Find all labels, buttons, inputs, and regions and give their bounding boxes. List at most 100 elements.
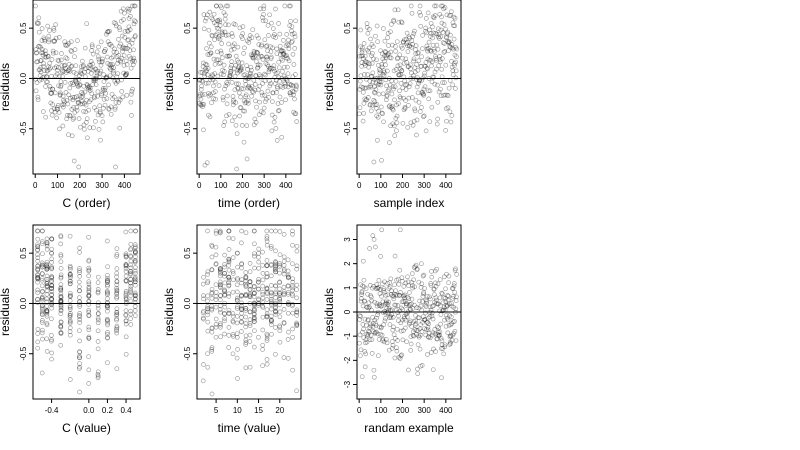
data-point: [67, 281, 73, 286]
data-point: [128, 253, 133, 259]
data-point: [77, 299, 83, 305]
data-point: [379, 303, 385, 309]
data-point: [230, 332, 236, 337]
data-point: [201, 362, 206, 367]
data-point: [233, 100, 239, 105]
data-point: [259, 90, 265, 95]
data-point: [363, 322, 369, 328]
data-point: [219, 55, 225, 61]
data-point: [228, 65, 234, 71]
data-point: [209, 307, 215, 313]
data-point: [283, 43, 289, 49]
data-point: [435, 301, 441, 307]
x-axis-label: sample index: [374, 196, 445, 210]
data-point: [33, 3, 38, 9]
data-point: [222, 262, 227, 267]
data-point: [75, 38, 80, 43]
data-point: [426, 330, 432, 336]
data-point: [380, 72, 386, 77]
data-point: [56, 110, 62, 115]
data-point: [226, 247, 232, 252]
data-point: [420, 273, 426, 279]
data-point: [364, 304, 369, 310]
data-point: [244, 99, 249, 105]
data-point: [260, 110, 266, 116]
data-point: [404, 60, 409, 65]
data-point: [121, 53, 127, 59]
data-point: [260, 249, 265, 255]
data-point: [261, 6, 267, 12]
data-point: [42, 37, 47, 42]
data-point: [123, 292, 129, 298]
data-point: [269, 112, 275, 118]
data-point: [75, 97, 81, 103]
data-point: [114, 253, 120, 259]
data-point: [78, 64, 84, 70]
data-point: [291, 109, 296, 115]
data-point: [247, 294, 253, 300]
data-point: [212, 62, 218, 67]
data-point: [400, 120, 406, 126]
data-point: [109, 64, 115, 70]
data-point: [132, 245, 138, 251]
data-point: [49, 333, 54, 338]
data-point: [419, 89, 425, 95]
data-point: [273, 228, 278, 234]
data-point: [72, 95, 78, 100]
data-point: [105, 29, 110, 35]
data-point: [396, 72, 402, 78]
data-point: [242, 45, 247, 51]
data-point: [86, 289, 92, 295]
data-point: [444, 92, 450, 98]
data-point: [60, 123, 66, 129]
data-point: [445, 39, 451, 44]
data-point: [207, 77, 213, 82]
data-point: [123, 58, 129, 64]
data-point: [265, 23, 271, 28]
data-point: [292, 34, 298, 40]
data-point: [124, 70, 129, 76]
data-point: [109, 43, 115, 49]
y-tick-label: 0.5: [343, 22, 352, 34]
data-point: [252, 82, 258, 87]
data-point: [88, 63, 94, 68]
data-point: [437, 277, 443, 283]
data-point: [235, 70, 240, 76]
data-point: [234, 250, 240, 256]
data-point: [246, 40, 252, 45]
data-point: [277, 314, 283, 320]
data-point: [205, 364, 211, 370]
data-point: [221, 62, 227, 68]
data-point: [44, 303, 50, 309]
data-point: [381, 70, 387, 76]
data-point: [273, 260, 279, 265]
data-point: [239, 123, 245, 128]
data-point: [223, 83, 229, 89]
data-point: [100, 119, 106, 125]
data-point: [285, 292, 291, 297]
data-point: [359, 60, 365, 65]
data-point: [43, 84, 48, 89]
data-point: [215, 18, 220, 23]
data-point: [243, 281, 248, 287]
data-point: [236, 90, 242, 96]
data-point: [209, 347, 215, 352]
data-point: [247, 279, 253, 285]
data-point: [370, 314, 375, 320]
data-point: [40, 288, 45, 294]
data-point: [123, 278, 129, 284]
data-point: [281, 38, 286, 43]
data-point: [428, 34, 433, 39]
data-point: [132, 258, 138, 264]
data-point: [100, 56, 105, 62]
data-point: [423, 28, 428, 34]
data-point: [381, 68, 387, 73]
data-point: [451, 23, 456, 29]
data-point: [369, 60, 375, 66]
data-point: [384, 53, 390, 59]
data-point: [281, 355, 287, 360]
data-point: [439, 66, 445, 72]
y-axis-label: residuals: [162, 288, 176, 336]
data-point: [267, 78, 272, 84]
data-point: [263, 61, 269, 66]
